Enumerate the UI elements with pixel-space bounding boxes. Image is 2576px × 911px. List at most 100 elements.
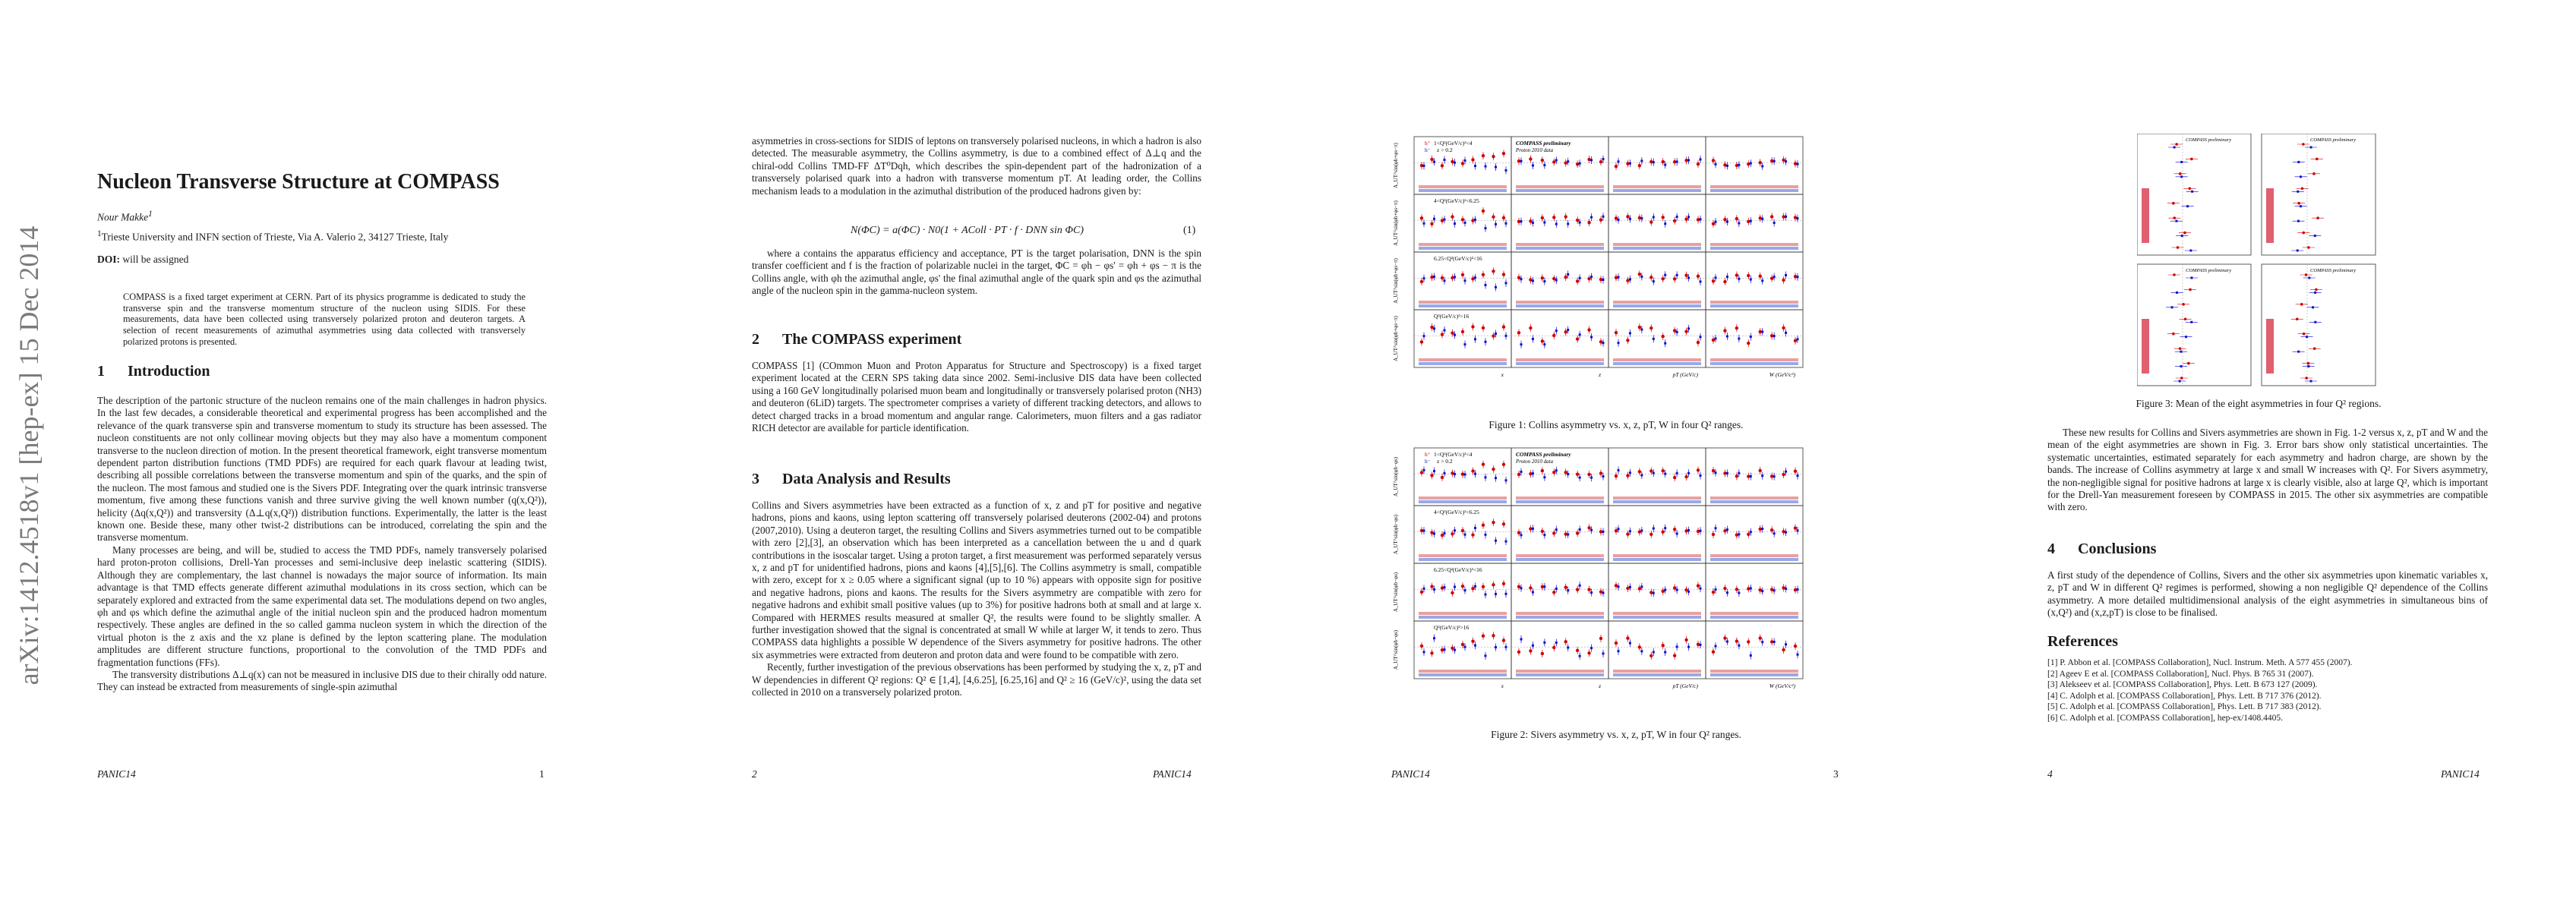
systematic-band [1516, 189, 1604, 192]
data-point-hminus [1520, 587, 1523, 590]
section-3-heading: 3 Data Analysis and Results [752, 471, 951, 487]
data-point-hplus [1492, 467, 1495, 471]
data-point-hminus [1714, 527, 1717, 530]
data-point-hminus [1725, 220, 1728, 223]
data-point-hminus [1520, 220, 1523, 223]
data-point-hminus [1495, 285, 1497, 288]
data-point-hplus [1564, 471, 1567, 474]
data-point-hminus [1687, 471, 1690, 474]
data-point-hplus [1626, 279, 1630, 282]
compass-label: COMPASS preliminary [2186, 268, 2231, 273]
data-point-hplus [1517, 472, 1521, 477]
data-point-hminus [1484, 654, 1487, 657]
data-point-hminus [1567, 473, 1570, 476]
systematic-band [1710, 670, 1798, 673]
data-point-hplus [1587, 277, 1591, 281]
data-point-hplus [2295, 317, 2299, 321]
panel-frame [2261, 263, 2376, 386]
data-point-hminus [2180, 160, 2183, 163]
data-point-hminus [1578, 528, 1581, 531]
data-point-hplus [1599, 218, 1603, 222]
data-point-hplus [1575, 279, 1580, 283]
data-point-hminus [1578, 276, 1581, 279]
data-point-hplus [1626, 339, 1630, 342]
footer-conference: PANIC14 [97, 768, 136, 780]
data-point-hminus [1773, 589, 1776, 592]
data-point-hplus [2189, 288, 2192, 292]
abstract: COMPASS is a fixed target experiment at … [123, 292, 526, 347]
data-point-hminus [1578, 162, 1581, 165]
data-point-hplus [1552, 645, 1556, 650]
data-point-hplus [1471, 469, 1475, 473]
systematic-band [1419, 185, 1507, 188]
data-point-hplus [1735, 533, 1739, 537]
footer-conference: PANIC14 [1153, 768, 1192, 780]
data-point-hplus [1758, 636, 1762, 640]
data-point-hminus [1628, 162, 1631, 165]
data-point-hminus [1617, 468, 1620, 471]
data-point-hplus [1747, 532, 1750, 537]
data-point-hminus [1567, 646, 1570, 649]
data-point-hminus [1590, 591, 1593, 594]
data-point-hminus [2180, 350, 2183, 353]
doi-line: DOI: will be assigned [97, 254, 189, 265]
data-point-hminus [1422, 277, 1425, 280]
data-point-hminus [2191, 190, 2194, 193]
data-point-hminus [1761, 330, 1764, 333]
data-point-hminus [1714, 276, 1717, 279]
data-point-hplus [1552, 276, 1556, 281]
data-point-hminus [1484, 533, 1487, 536]
section-2-heading: 2 The COMPASS experiment [752, 331, 962, 348]
data-point-hplus [1599, 636, 1603, 641]
data-point-hminus [1567, 273, 1570, 276]
data-point-hminus [1590, 216, 1593, 219]
data-point-hminus [1531, 337, 1534, 340]
systematic-band [1710, 554, 1798, 557]
systematic-band [1516, 362, 1604, 365]
data-point-hminus [1520, 343, 1523, 346]
data-point-hplus [1723, 218, 1727, 222]
panel-frame [2137, 263, 2252, 386]
data-point-hminus [1725, 335, 1728, 338]
data-point-hplus [1529, 527, 1533, 531]
data-point-hminus [1687, 529, 1690, 532]
data-point-hplus [2302, 143, 2305, 146]
data-point-hplus [1626, 474, 1630, 478]
data-point-hplus [1492, 520, 1495, 525]
figure-3-mean-asymmetries: COMPASS preliminary COMPASS preliminary CO… [2137, 134, 2376, 386]
data-point-hplus [1587, 157, 1591, 162]
systematic-band [1419, 496, 1507, 500]
data-point-hminus [1555, 222, 1558, 225]
data-point-hplus [1769, 276, 1774, 280]
section-3-body: Collins and Sivers asymmetries have been… [752, 500, 1201, 699]
data-point-hplus [1672, 475, 1677, 480]
data-point-hminus [2309, 146, 2312, 149]
data-point-hminus [1454, 333, 1456, 336]
data-point-hminus [1617, 219, 1620, 222]
data-point-hminus [1543, 476, 1546, 479]
data-point-hminus [1738, 163, 1741, 166]
data-point-hplus [2300, 187, 2304, 191]
data-point-hminus [1454, 222, 1456, 225]
data-point-hminus [1738, 277, 1741, 280]
data-point-hplus [1575, 588, 1580, 591]
data-point-hminus [1463, 589, 1466, 592]
y-axis-label: A_UT^sin(φh−φs) [1393, 456, 1399, 496]
data-point-hplus [1492, 634, 1495, 638]
data-point-hminus [1664, 588, 1667, 591]
data-point-hplus [1626, 586, 1630, 591]
data-point-hplus [1758, 329, 1762, 334]
data-point-hminus [1555, 528, 1558, 531]
data-point-hplus [2306, 361, 2310, 365]
data-point-hplus [1529, 586, 1533, 590]
data-point-hplus [1501, 325, 1506, 329]
data-point-hminus [1773, 276, 1776, 279]
data-point-hminus [1531, 279, 1534, 282]
data-point-hplus [1481, 585, 1485, 588]
y-axis-label: A_UT^sin(φh−φs) [1393, 629, 1399, 670]
data-point-hplus [1517, 650, 1521, 654]
data-point-hminus [2176, 291, 2179, 294]
data-point-hminus [1796, 474, 1799, 478]
data-point-hminus [1422, 529, 1425, 532]
data-point-hminus [1474, 585, 1476, 588]
